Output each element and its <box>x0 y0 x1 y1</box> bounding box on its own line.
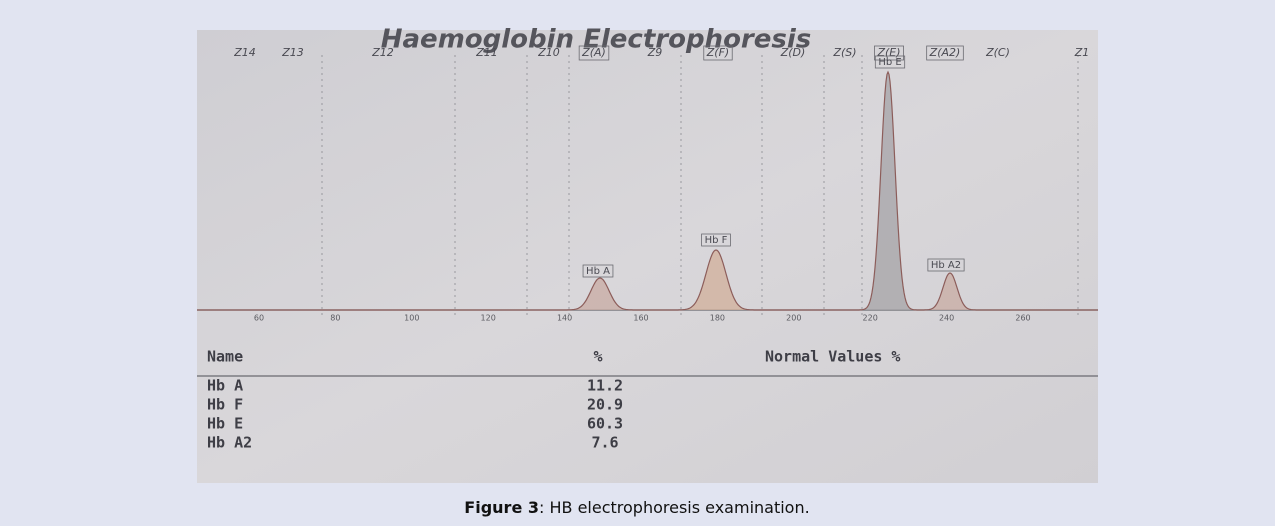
zone-label: Z14 <box>233 46 256 59</box>
row-value: 60.3 <box>587 415 623 433</box>
axis-tick-label: 220 <box>863 314 878 323</box>
axis-tick-label: 200 <box>786 314 801 323</box>
table-header: % <box>593 348 602 366</box>
peak-label: Hb F <box>705 235 728 246</box>
zone-label: Z12 <box>371 46 394 59</box>
peak-label: Hb A <box>586 266 610 277</box>
row-value: 20.9 <box>587 396 623 414</box>
axis-tick-label: 100 <box>404 314 419 323</box>
row-value: 7.6 <box>591 434 618 452</box>
axis-tick-label: 260 <box>1015 314 1030 323</box>
zone-label: Z11 <box>475 46 498 59</box>
zone-label: Z(S) <box>832 46 856 59</box>
zone-label: Z1 <box>1074 46 1090 59</box>
zone-label: Z10 <box>537 46 560 59</box>
zone-label: Z(A2) <box>929 46 961 59</box>
row-name: Hb A <box>207 377 243 395</box>
zone-label: Z(F) <box>706 46 729 59</box>
axis-tick-label: 120 <box>481 314 496 323</box>
photo <box>197 30 1098 483</box>
row-value: 11.2 <box>587 377 623 395</box>
peak-label: Hb A2 <box>931 260 961 271</box>
axis-tick-label: 80 <box>330 314 340 323</box>
axis-tick-label: 140 <box>557 314 572 323</box>
zone-label: Z(D) <box>780 46 806 59</box>
caption-label: Figure 3 <box>464 498 539 517</box>
caption: Figure 3: HB electrophoresis examination… <box>464 498 809 517</box>
zone-label: Z(A) <box>581 46 606 59</box>
table-header: Name <box>207 348 243 366</box>
zone-label: Z9 <box>647 46 663 59</box>
figure: Haemoglobin Electrophoresis Name % Norma… <box>0 0 1275 526</box>
peak-label: Hb E <box>878 57 901 68</box>
page: Haemoglobin Electrophoresis Name % Norma… <box>0 0 1275 526</box>
zone-label: Z(C) <box>985 46 1010 59</box>
axis-tick-label: 60 <box>254 314 264 323</box>
row-name: Hb A2 <box>207 434 252 452</box>
table-header: Normal Values % <box>765 348 900 366</box>
axis-tick-label: 160 <box>633 314 648 323</box>
zone-label: Z13 <box>281 46 304 59</box>
axis-tick-label: 240 <box>939 314 954 323</box>
axis-tick-label: 180 <box>710 314 725 323</box>
caption-text: : HB electrophoresis examination. <box>539 498 810 517</box>
row-name: Hb E <box>207 415 243 433</box>
row-name: Hb F <box>207 396 243 414</box>
